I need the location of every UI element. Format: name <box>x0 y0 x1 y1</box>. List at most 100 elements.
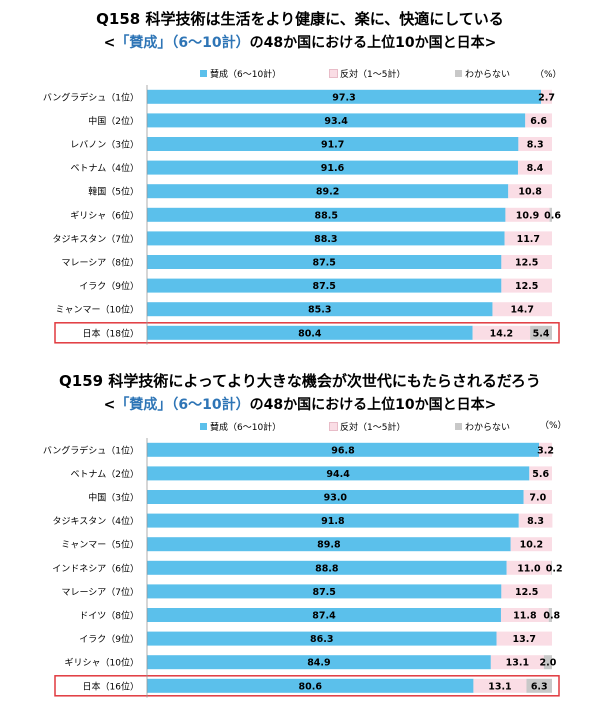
chart-1-title: Q158 科学技術は生活をより健康に、楽に、快適にしている <box>96 10 504 28</box>
bar-disagree <box>517 160 552 175</box>
bar-disagree <box>473 678 527 693</box>
category-label: バングラデシュ（1位） <box>43 91 139 103</box>
category-label: タジキスタン（7位） <box>53 233 139 245</box>
data-label-dontknow: 5.4 <box>533 328 550 339</box>
legend-item-dontknow: わからない <box>455 420 510 433</box>
data-label-disagree: 13.1 <box>488 681 511 692</box>
data-label-dontknow: 2.0 <box>540 658 557 669</box>
chart-2-subtitle-accent: 「賛成」（6～10計） <box>115 397 250 413</box>
data-label-agree: 87.5 <box>312 281 335 292</box>
bar-agree <box>147 160 518 175</box>
bar-agree <box>147 631 497 646</box>
category-label: マレーシア（7位） <box>61 586 139 598</box>
data-label-dontknow: 0.8 <box>543 611 560 622</box>
bar-agree <box>147 207 506 222</box>
bar-disagree <box>501 255 552 269</box>
bar-disagree <box>510 537 552 552</box>
bar-agree <box>147 655 491 670</box>
legend-item-agree: 賛成（6～10計） <box>200 420 281 433</box>
category-label: インドネシア（6位） <box>52 562 139 574</box>
legend-label-dontknow: わからない <box>465 70 511 80</box>
chart-1-subtitle: <「賛成」（6～10計）の48か国における上位10か国と日本> <box>0 32 600 52</box>
data-label-disagree: 11.8 <box>513 611 537 622</box>
bar-agree <box>147 231 505 246</box>
data-label-disagree: 12.5 <box>515 258 538 269</box>
category-label: イラク（9位） <box>79 280 139 292</box>
legend-swatch-dontknow <box>455 70 462 77</box>
data-label-disagree: 7.0 <box>529 493 546 504</box>
legend-item-disagree: 反対（1～5計） <box>329 420 405 433</box>
data-label-disagree: 5.6 <box>532 469 549 480</box>
data-label-agree: 80.4 <box>298 328 322 339</box>
legend-swatch-agree <box>200 423 207 430</box>
data-label-agree: 87.5 <box>312 587 335 598</box>
category-label: マレーシア（8位） <box>61 257 139 269</box>
data-label-disagree: 14.2 <box>490 328 513 339</box>
bar-dontknow <box>549 207 552 222</box>
chart-2-subtitle-rest: の48か国における上位10か国と日本> <box>249 397 497 413</box>
highlight-box <box>54 675 560 697</box>
bar-agree <box>147 442 540 457</box>
category-label: 中国（3位） <box>88 492 139 504</box>
data-label-agree: 88.5 <box>314 210 337 221</box>
chart-2-subtitle-open: < <box>103 397 116 413</box>
data-label-agree: 96.8 <box>331 445 355 456</box>
data-label-disagree: 13.7 <box>513 634 536 645</box>
data-label-agree: 97.3 <box>332 92 355 103</box>
category-label: ベトナム（4位） <box>71 162 139 174</box>
chart-1-subtitle-rest: の48か国における上位10か国と日本> <box>249 35 497 51</box>
data-label-agree: 91.7 <box>321 140 344 151</box>
legend-swatch-disagree <box>329 69 338 78</box>
legend-swatch-dontknow <box>455 423 462 430</box>
chart-1-unit: （%） <box>535 70 562 80</box>
highlight-box <box>54 322 560 344</box>
data-label-agree: 89.8 <box>317 540 341 551</box>
data-label-disagree: 10.8 <box>518 187 542 198</box>
category-label: 韓国（5位） <box>88 186 139 198</box>
data-label-agree: 93.0 <box>324 493 348 504</box>
chart-2-plot: バングラデシュ（1位） 96.8 3.2 ベトナム（2位） 94.4 5.6 中国（3位） 9… <box>43 438 563 698</box>
data-label-disagree: 8.3 <box>527 140 544 151</box>
chart-1-plot: バングラデシュ（1位） 97.3 2.7 中国（2位） 93.4 6.6 レバノン（3位） 9… <box>43 85 561 345</box>
data-label-disagree: 10.9 <box>516 210 539 221</box>
category-label: ドイツ（8位） <box>79 610 139 622</box>
data-label-disagree: 2.7 <box>538 92 555 103</box>
bar-agree <box>147 302 493 317</box>
bar-agree <box>147 137 519 151</box>
category-label: 中国（2位） <box>88 115 139 127</box>
bar-disagree <box>504 231 552 246</box>
category-label: 日本（16位） <box>83 680 139 692</box>
data-label-disagree: 13.1 <box>506 658 529 669</box>
bar-disagree <box>525 113 552 128</box>
chart-1-legend: 賛成（6～10計） 反対（1～5計） わからない <box>0 67 600 80</box>
data-label-agree: 94.4 <box>326 469 350 480</box>
data-label-disagree: 8.3 <box>527 516 544 527</box>
bar-dontknow <box>543 655 552 670</box>
chart-2-subtitle: <「賛成」（6～10計）の48か国における上位10か国と日本> <box>0 394 600 414</box>
legend-label-agree: 賛成（6～10計） <box>210 70 282 80</box>
bar-disagree <box>508 184 552 199</box>
category-label: ベトナム（2位） <box>71 468 139 480</box>
bar-disagree <box>541 89 552 104</box>
data-label-agree: 88.3 <box>314 234 337 245</box>
data-label-dontknow: 6.3 <box>531 681 548 692</box>
bar-disagree <box>501 278 552 293</box>
data-label-disagree: 10.2 <box>520 540 543 551</box>
legend-swatch-disagree <box>329 422 338 431</box>
data-label-disagree: 12.5 <box>515 281 538 292</box>
data-label-dontknow: 0.2 <box>546 563 563 574</box>
chart-2-unit: （%） <box>540 421 567 431</box>
bar-agree <box>147 490 524 504</box>
chart-1-subtitle-accent: 「賛成」（6～10計） <box>115 35 250 51</box>
bar-dontknow <box>526 678 552 693</box>
bar-agree <box>147 560 507 575</box>
chart-2-title: Q159 科学技術によってより大きな機会が次世代にもたらされるだろう <box>59 372 541 390</box>
bar-disagree <box>539 442 552 457</box>
bar-agree <box>147 278 502 293</box>
bar-agree <box>147 325 473 340</box>
data-label-agree: 87.4 <box>312 611 336 622</box>
category-label: タジキスタン（4位） <box>53 515 139 527</box>
data-label-agree: 85.3 <box>308 305 331 316</box>
bar-agree <box>147 255 502 269</box>
data-label-disagree: 8.4 <box>527 163 544 174</box>
